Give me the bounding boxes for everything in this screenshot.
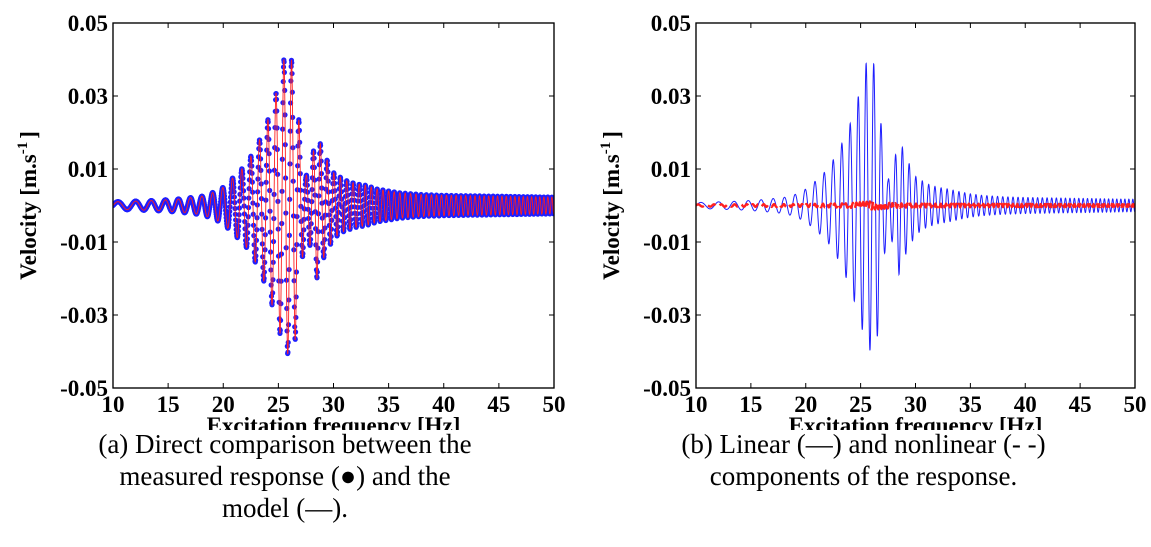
chart-b-y-tick-label: -0.05 (643, 376, 691, 401)
chart-a-caption-line-1: (a) Direct comparison between the (98, 429, 472, 459)
chart-a-y-tick-label: -0.03 (60, 303, 108, 328)
chart-a-caption: (a) Direct comparison between the measur… (30, 428, 540, 524)
chart-b-x-tick-label: 50 (1124, 392, 1147, 417)
chart-b-x-tick-label: 35 (959, 392, 982, 417)
chart-b-x-tick-label: 15 (739, 392, 762, 417)
chart-b-caption: (b) Linear (—) and nonlinear (- -) compo… (576, 428, 1151, 492)
chart-a-x-tick-label: 50 (543, 392, 566, 417)
chart-a-x-tick-label: 45 (487, 392, 510, 417)
chart-b-y-tick-label: 0.01 (651, 157, 691, 182)
chart-a-y-tick-label: 0.03 (68, 84, 108, 109)
chart-a-x-axis-label: Excitation frequency [Hz] (207, 413, 461, 430)
chart-b-x-tick-label: 40 (1014, 392, 1037, 417)
chart-panel-b: 10 15 20 25 30 35 40 45 50 -0.05 -0.03 -0.01 0.01 0.0… (576, 0, 1151, 547)
chart-a-x-tick-label: 40 (432, 392, 455, 417)
chart-b-y-tick-label: -0.03 (643, 303, 691, 328)
chart-b-x-tick-label: 20 (794, 392, 817, 417)
chart-b-y-axis-label-sup: -1 (598, 142, 614, 155)
chart-b-y-axis-label-end: ] (599, 131, 624, 139)
chart-a-x-tick-label: 15 (157, 392, 180, 417)
chart-a-caption-line-2: measured response (●) and the (119, 461, 451, 491)
chart-b-y-tick-label: 0.05 (651, 11, 691, 36)
chart-a-y-axis-label: Velocity [m.s-1] (15, 131, 41, 280)
chart-b-x-tick-label: 30 (904, 392, 927, 417)
chart-a-y-axis-label-sup: -1 (15, 142, 31, 155)
chart-a-caption-line-3: model (—). (222, 493, 348, 523)
chart-b-svg: 10 15 20 25 30 35 40 45 50 -0.05 -0.03 -0.01 0.01 0.0… (598, 11, 1147, 430)
chart-b-y-axis-label-main: Velocity [m.s (599, 154, 624, 280)
chart-b-y-axis-label: Velocity [m.s-1] (598, 131, 624, 280)
chart-a-x-tick-label: 10 (102, 392, 125, 417)
chart-a-y-axis-label-main: Velocity [m.s (16, 154, 41, 280)
chart-b-y-tick-label: 0.03 (651, 84, 691, 109)
chart-a-x-tick-label: 30 (322, 392, 345, 417)
chart-a-y-tick-label: 0.01 (68, 157, 108, 182)
chart-b-x-tick-label: 10 (685, 392, 708, 417)
chart-b-x-tick-label: 25 (849, 392, 872, 417)
chart-a-y-tick-label: -0.05 (60, 376, 108, 401)
chart-a-x-tick-label: 25 (267, 392, 290, 417)
chart-b-x-tick-label: 45 (1069, 392, 1092, 417)
chart-a-data (113, 57, 554, 357)
chart-b-linear-line (696, 62, 1135, 351)
chart-b-data (696, 62, 1135, 351)
chart-b-caption-line-1: (b) Linear (—) and nonlinear (- -) (681, 429, 1046, 459)
chart-b-x-axis-label: Excitation frequency [Hz] (789, 413, 1043, 430)
chart-a-y-tick-label: -0.01 (60, 230, 108, 255)
chart-a-y-tick-label: 0.05 (68, 11, 108, 36)
chart-a-x-tick-label: 35 (377, 392, 400, 417)
chart-a-svg: 10 15 20 25 30 35 40 45 50 -0.05 -0.03 -0.01 0.01 0.0… (15, 11, 566, 430)
chart-a-x-tick-label: 20 (212, 392, 235, 417)
chart-b-caption-line-2: components of the response. (709, 461, 1018, 491)
chart-b-y-tick-label: -0.01 (643, 230, 691, 255)
chart-a-model-line (113, 58, 554, 355)
chart-a-y-axis-label-end: ] (16, 131, 41, 139)
chart-panel-a: 10 15 20 25 30 35 40 45 50 -0.05 -0.03 -0.01 0.01 0.0… (0, 0, 575, 547)
chart-b-nonlinear-line (696, 200, 1135, 211)
